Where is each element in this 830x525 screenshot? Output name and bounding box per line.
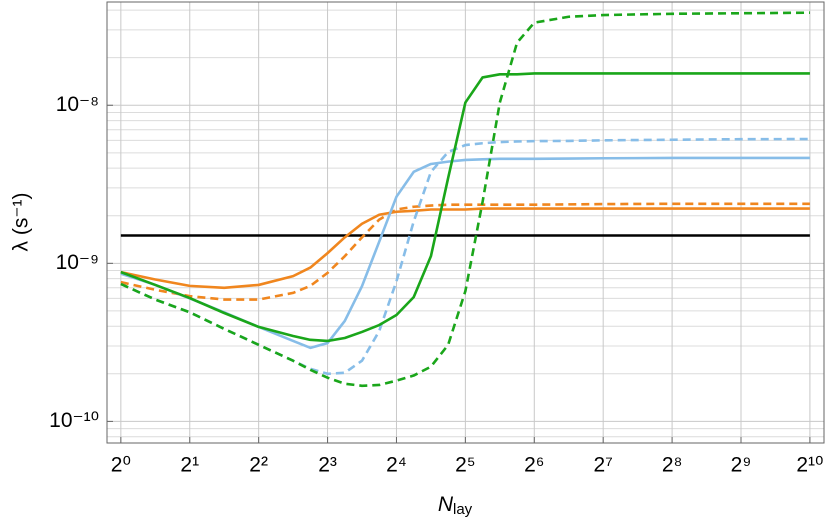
y-tick-label: 10⁻⁹: [56, 251, 99, 274]
x-tick-label: 2³: [318, 454, 337, 477]
x-tick-label: 2⁷: [594, 454, 613, 477]
y-tick-label: 10⁻⁸: [56, 93, 99, 116]
grid: [107, 2, 824, 443]
plot-lines: [120, 11, 810, 388]
y-axis-label: λ (s⁻¹): [10, 193, 33, 252]
x-tick-label: 2⁸: [662, 454, 683, 477]
series-line: [120, 11, 810, 388]
series-line: [120, 207, 810, 290]
series-line: [120, 72, 810, 343]
x-tick-label: 2¹: [180, 454, 199, 477]
x-tick-label: 2⁹: [731, 454, 752, 477]
series-line: [120, 202, 810, 301]
x-tick-label: 2⁰: [111, 454, 131, 477]
x-tick-label: 2⁴: [386, 454, 407, 477]
x-tick-label: 2⁵: [455, 454, 475, 477]
x-label-main: N: [438, 493, 454, 516]
y-tick-label: 10⁻¹⁰: [49, 409, 99, 432]
x-axis-label: Nlay: [438, 493, 473, 518]
x-label-sub: lay: [453, 501, 473, 518]
x-tick-label: 2²: [249, 454, 268, 477]
x-tick-label: 2¹⁰: [796, 454, 823, 477]
x-tick-label: 2⁶: [524, 454, 544, 477]
